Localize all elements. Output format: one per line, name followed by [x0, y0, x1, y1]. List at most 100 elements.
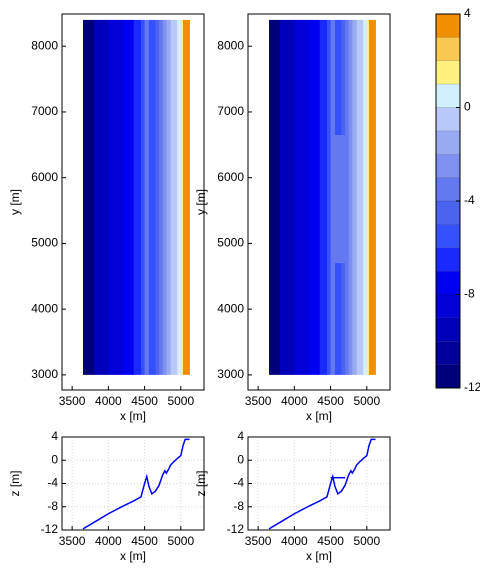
x-tick-label: 4000: [95, 394, 122, 408]
contour-band: [345, 19, 350, 375]
colorbar-band: [436, 317, 460, 342]
y-axis-label: y [m]: [8, 189, 22, 215]
contour-band: [155, 19, 160, 375]
colorbar-tick-label: -8: [464, 287, 475, 301]
contour-band: [162, 19, 166, 375]
y-tick-label: 6000: [217, 170, 244, 184]
contour-band: [133, 19, 142, 375]
colorbar-band: [436, 294, 460, 318]
colorbar-band: [436, 154, 460, 178]
y-tick-label: 8000: [217, 38, 244, 52]
colorbar-band: [436, 84, 460, 108]
contour-band: [170, 19, 174, 375]
colorbar-band: [436, 107, 460, 131]
colorbar-tick-label: -12: [464, 380, 480, 394]
axes-box: [247, 436, 391, 531]
y-tick-label: -8: [47, 499, 58, 513]
contour-band: [356, 19, 360, 375]
contour-band: [319, 19, 328, 375]
colorbar-tick-label: 0: [464, 100, 471, 114]
colorbar-band: [436, 271, 460, 295]
x-tick-label: 5000: [353, 394, 380, 408]
contour-band: [166, 19, 169, 375]
y-tick-label: 3000: [217, 367, 244, 381]
x-axis-label: x [m]: [120, 549, 146, 563]
y-tick-label: 4: [237, 429, 244, 443]
contour-band: [180, 19, 184, 375]
contour-band: [366, 19, 370, 375]
x-tick-label: 3500: [59, 394, 86, 408]
colorbar-band: [436, 341, 460, 365]
contour-band: [108, 19, 124, 375]
contour-band: [122, 19, 135, 375]
x-tick-label: 5000: [353, 534, 380, 548]
colorbar-band: [436, 364, 460, 388]
y-tick-label: 6000: [31, 170, 58, 184]
colorbar-band: [436, 60, 460, 85]
x-tick-label: 3500: [59, 534, 86, 548]
colorbar-band: [436, 37, 460, 61]
y-tick-label: -4: [47, 476, 58, 490]
contour-band: [371, 19, 376, 375]
x-tick-label: 4500: [131, 394, 158, 408]
y-tick-label: 4: [51, 429, 58, 443]
contour-band: [279, 19, 295, 375]
x-axis-label: x [m]: [120, 409, 146, 423]
colorbar-band: [436, 130, 460, 155]
y-tick-label: 3000: [31, 367, 58, 381]
contour-band: [326, 19, 331, 375]
y-axis-label: z [m]: [8, 471, 22, 497]
axes-box: [435, 13, 461, 389]
y-tick-label: -12: [41, 522, 59, 536]
colorbar-band: [436, 14, 460, 38]
contour-band: [164, 19, 167, 375]
contour-band: [159, 19, 164, 375]
y-tick-label: 4000: [31, 301, 58, 315]
y-tick-label: 7000: [217, 104, 244, 118]
y-tick-label: 5000: [217, 236, 244, 250]
y-tick-label: -8: [233, 499, 244, 513]
colorbar-band: [436, 201, 460, 225]
y-axis-label: z [m]: [194, 471, 208, 497]
contour-band: [168, 19, 172, 375]
axes-box: [61, 436, 205, 531]
axes-box: [61, 13, 205, 391]
contour-band: [294, 19, 310, 375]
contour-band: [173, 19, 178, 375]
y-tick-label: 7000: [31, 104, 58, 118]
contour-band: [354, 19, 358, 375]
profile-line: [82, 438, 190, 530]
axes-box: [247, 13, 391, 391]
x-axis-label: x [m]: [306, 549, 332, 563]
x-tick-label: 4000: [281, 394, 308, 408]
y-tick-label: 0: [51, 452, 58, 466]
y-tick-label: 0: [237, 452, 244, 466]
profile-line: [268, 438, 376, 530]
contour-band: [363, 19, 368, 375]
x-tick-label: 3500: [245, 534, 272, 548]
contour-band: [182, 19, 186, 375]
y-tick-label: -12: [227, 522, 245, 536]
x-tick-label: 4000: [281, 534, 308, 548]
contour-band: [330, 19, 334, 375]
contour-band: [348, 19, 352, 375]
contour-band: [146, 19, 150, 375]
colorbar-tick-label: -4: [464, 193, 475, 207]
contour-band: [359, 19, 364, 375]
x-tick-label: 4500: [317, 394, 344, 408]
contour-band: [269, 19, 281, 375]
contour-band: [93, 19, 109, 375]
contour-band: [144, 19, 148, 375]
contour-band: [185, 19, 190, 375]
colorbar-band: [436, 247, 460, 272]
x-tick-label: 4500: [131, 534, 158, 548]
colorbar-band: [436, 224, 460, 248]
x-tick-label: 5000: [167, 394, 194, 408]
y-tick-label: 5000: [31, 236, 58, 250]
contour-band: [177, 19, 182, 375]
y-tick-label: 8000: [31, 38, 58, 52]
contour-band: [352, 19, 355, 375]
x-tick-label: 4000: [95, 534, 122, 548]
colorbar-tick-label: 4: [464, 6, 471, 20]
